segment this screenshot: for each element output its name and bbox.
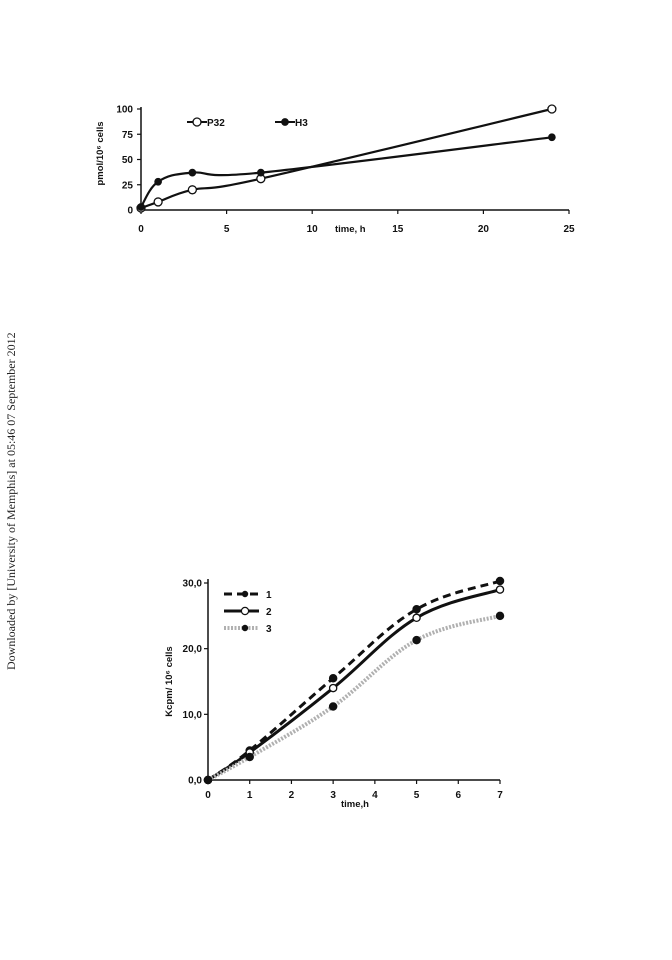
y-tick-label: 10,0	[183, 710, 203, 721]
y-tick-label: 25	[122, 180, 134, 191]
data-point-H3	[548, 133, 556, 142]
x-tick-label: 10	[307, 224, 319, 235]
legend-label-1: 1	[266, 590, 272, 601]
x-axis-label: time, h	[335, 224, 366, 235]
legend-label-2: 2	[266, 607, 272, 618]
y-tick-label: 30,0	[183, 579, 203, 590]
data-point-3	[495, 611, 505, 621]
x-tick-label: 5	[224, 224, 230, 235]
chart-pmol-time: 0 25 50 75 100 0 5 10 15 20 25 time, h pmol/10⁶ cell…	[95, 104, 575, 235]
data-point-2	[328, 683, 338, 693]
data-point-P32	[187, 185, 198, 195]
legend-marker-1	[241, 590, 249, 598]
data-point-2	[412, 613, 421, 623]
data-point-2	[495, 585, 505, 594]
legend-marker-H3	[281, 118, 289, 126]
data-point-H3	[154, 177, 162, 186]
legend-marker-2	[240, 606, 250, 616]
data-point-3	[328, 702, 338, 711]
x-tick-label: 1	[247, 790, 253, 801]
x-tick-label: 7	[497, 790, 503, 801]
legend-marker-P32	[192, 117, 202, 127]
data-point-1	[495, 576, 505, 586]
x-tick-label: 25	[563, 224, 575, 235]
data-point-3	[203, 775, 213, 785]
legend-label-P32: P32	[207, 118, 225, 129]
x-tick-label: 0	[138, 224, 144, 235]
series-line-P32	[140, 107, 553, 210]
data-point-1	[412, 605, 421, 614]
y-tick-label: 0,0	[188, 776, 202, 787]
data-point-H3	[188, 168, 197, 177]
y-axis-label: pmol/10⁶ cells	[95, 121, 106, 185]
data-point-3	[412, 635, 421, 645]
chart-kcpm-time: 0,0 10,0 20,0 30,0 0 1 2 3 4 5 6 7 time,h Kcpm/ 10⁶ c…	[164, 576, 505, 810]
x-tick-label: 6	[456, 790, 462, 801]
x-tick-label: 15	[392, 224, 404, 235]
x-tick-label: 2	[289, 790, 295, 801]
data-point-H3	[256, 168, 265, 177]
y-tick-label: 100	[116, 105, 133, 116]
y-tick-label: 75	[122, 130, 134, 141]
series-line-3	[207, 613, 501, 782]
data-point-P32	[153, 197, 163, 207]
y-tick-label: 0	[127, 206, 133, 217]
data-point-1	[328, 673, 338, 683]
data-point-3	[245, 752, 254, 762]
x-tick-label: 0	[205, 790, 211, 801]
x-axis-label: time,h	[341, 799, 369, 810]
y-tick-label: 20,0	[183, 644, 203, 655]
legend-marker-3	[241, 624, 249, 632]
y-axis-label: Kcpm/ 10⁶ cells	[164, 646, 175, 716]
x-tick-label: 20	[478, 224, 490, 235]
x-tick-label: 5	[414, 790, 420, 801]
y-tick-label: 50	[122, 155, 134, 166]
x-tick-label: 3	[330, 790, 336, 801]
data-point-H3	[137, 203, 145, 211]
legend-label-H3: H3	[295, 118, 308, 129]
series-line-H3	[140, 136, 553, 208]
data-point-P32	[547, 104, 557, 114]
legend-label-3: 3	[266, 624, 272, 635]
x-tick-label: 4	[372, 790, 378, 801]
